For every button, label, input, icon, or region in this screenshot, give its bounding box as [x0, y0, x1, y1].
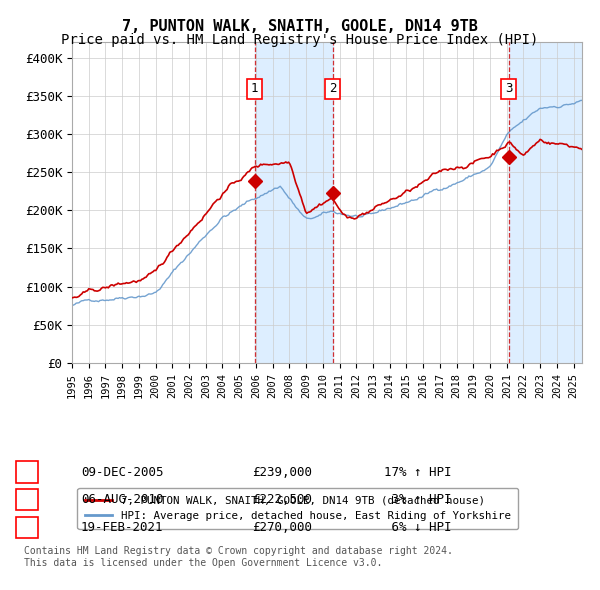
Text: £239,000: £239,000: [252, 466, 312, 478]
Text: 19-FEB-2021: 19-FEB-2021: [81, 521, 163, 534]
Text: 7, PUNTON WALK, SNAITH, GOOLE, DN14 9TB: 7, PUNTON WALK, SNAITH, GOOLE, DN14 9TB: [122, 19, 478, 34]
Legend: 7, PUNTON WALK, SNAITH, GOOLE, DN14 9TB (detached house), HPI: Average price, de: 7, PUNTON WALK, SNAITH, GOOLE, DN14 9TB …: [77, 489, 518, 529]
Text: Price paid vs. HM Land Registry's House Price Index (HPI): Price paid vs. HM Land Registry's House …: [61, 33, 539, 47]
Text: £222,500: £222,500: [252, 493, 312, 506]
Text: 1: 1: [251, 83, 259, 96]
Text: Contains HM Land Registry data © Crown copyright and database right 2024.
This d: Contains HM Land Registry data © Crown c…: [24, 546, 453, 568]
Text: 3: 3: [505, 83, 512, 96]
Bar: [255, 42, 332, 363]
Bar: [509, 42, 582, 363]
Text: 3: 3: [23, 521, 31, 534]
Text: 3% ↑ HPI: 3% ↑ HPI: [384, 493, 452, 506]
Text: 6% ↓ HPI: 6% ↓ HPI: [384, 521, 452, 534]
Text: £270,000: £270,000: [252, 521, 312, 534]
Text: 17% ↑ HPI: 17% ↑ HPI: [384, 466, 452, 478]
Text: 09-DEC-2005: 09-DEC-2005: [81, 466, 163, 478]
Text: 2: 2: [23, 493, 31, 506]
Text: 2: 2: [329, 83, 337, 96]
Text: 1: 1: [23, 466, 31, 478]
Text: 06-AUG-2010: 06-AUG-2010: [81, 493, 163, 506]
